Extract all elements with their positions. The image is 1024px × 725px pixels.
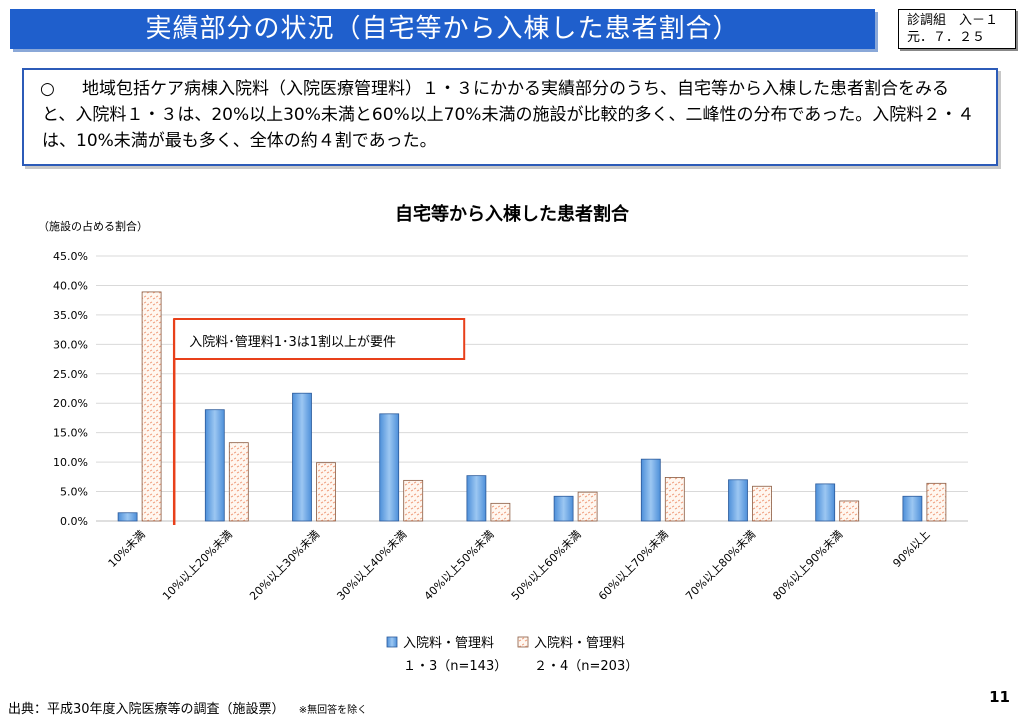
y-tick-label: 5.0% (60, 486, 88, 499)
bar-series1 (815, 483, 836, 522)
bar-chart: 自宅等から入棟した患者割合 （施設の占める割合） 0.0% 5.0% 10.0% 15… (38, 203, 968, 674)
y-tick-label: 0.0% (60, 515, 88, 528)
summary-text: 地域包括ケア病棟入院料（入院医療管理料）１・３にかかる実績部分のうち、自宅等から… (42, 79, 975, 151)
x-tick-label: 50%以上60%未満 (509, 528, 584, 603)
bar-series2 (752, 485, 772, 522)
y-tick-label: 30.0% (53, 338, 88, 351)
bar-series2 (403, 479, 424, 522)
y-tick-label: 40.0% (53, 279, 88, 292)
source-text: 出典：平成30年度入院医療等の調査（施設票） (8, 702, 285, 717)
x-tick-label: 70%以上80%未満 (683, 528, 758, 603)
bar-series1 (640, 458, 661, 522)
x-tick-label: 40%以上50%未満 (422, 528, 497, 603)
legend-swatch (386, 636, 398, 648)
bar-series1 (292, 392, 312, 522)
legend-label: 入院料・管理料 (403, 636, 494, 651)
y-tick-label: 10.0% (53, 456, 88, 469)
y-tick-label: 35.0% (53, 309, 88, 322)
bar-series2 (926, 482, 947, 522)
page-number: 11 (989, 688, 1010, 706)
x-tick-label: 20%以上30%未満 (247, 528, 322, 603)
y-tick-label: 25.0% (53, 368, 88, 381)
bar-series1 (902, 495, 923, 522)
bar-series1 (379, 413, 400, 522)
x-tick-label: 60%以上70%未満 (596, 528, 671, 603)
x-tick-label: 90%以上 (890, 528, 932, 570)
legend-label: 入院料・管理料 (534, 636, 625, 651)
bar-series2 (664, 477, 685, 522)
bar-series1 (553, 495, 574, 522)
page-title: 実績部分の状況（自宅等から入棟した患者割合） (145, 14, 740, 44)
bar-series1 (117, 512, 138, 522)
y-axis-label: （施設の占める割合） (38, 219, 148, 233)
document-code-line2: 元．７．２５ (907, 30, 986, 45)
exclusion-note: ※無回答を除く (298, 705, 368, 716)
source-note: 出典：平成30年度入院医療等の調査（施設票） ※無回答を除く (8, 698, 367, 717)
bar-series2 (141, 291, 162, 522)
x-tick-label: 30%以上40%未満 (334, 528, 409, 603)
chart-area: 自宅等から入棟した患者割合 （施設の占める割合） 0.0% 5.0% 10.0% 15… (0, 180, 1024, 700)
y-tick-label: 15.0% (53, 427, 88, 440)
bar-series1 (204, 409, 225, 522)
legend-label-sub: ２・4（n=203） (534, 659, 638, 674)
bar-series2 (839, 500, 860, 522)
header-bar (10, 9, 875, 49)
chart-title: 自宅等から入棟した患者割合 (395, 203, 630, 225)
annotation-box (173, 318, 466, 360)
annotation-text: 入院料･管理料1･3は1割以上が要件 (189, 334, 396, 350)
x-tick-label: 10%以上20%未満 (160, 528, 235, 603)
legend-swatch (517, 636, 529, 648)
document-code: 診調組 入－１ 元．７．２５ (898, 9, 1016, 49)
x-tick-label: 80%以上90%未満 (770, 528, 845, 603)
bar-series2 (490, 502, 511, 522)
x-tick-label: 10%未満 (106, 528, 148, 570)
bar-series2 (316, 462, 336, 522)
summary-bullet: ○ (40, 79, 55, 99)
summary-box: ○ 地域包括ケア病棟入院料（入院医療管理料）１・３にかかる実績部分のうち、自宅等… (22, 68, 998, 166)
document-code-line1: 診調組 入－１ (907, 13, 999, 28)
y-tick-label: 20.0% (53, 397, 88, 410)
bar-series2 (228, 442, 249, 522)
bar-series1 (728, 479, 748, 522)
legend-label-sub: １・3（n=143） (403, 659, 507, 674)
y-tick-label: 45.0% (53, 250, 88, 263)
bar-series2 (577, 491, 598, 522)
bar-series1 (466, 475, 487, 522)
